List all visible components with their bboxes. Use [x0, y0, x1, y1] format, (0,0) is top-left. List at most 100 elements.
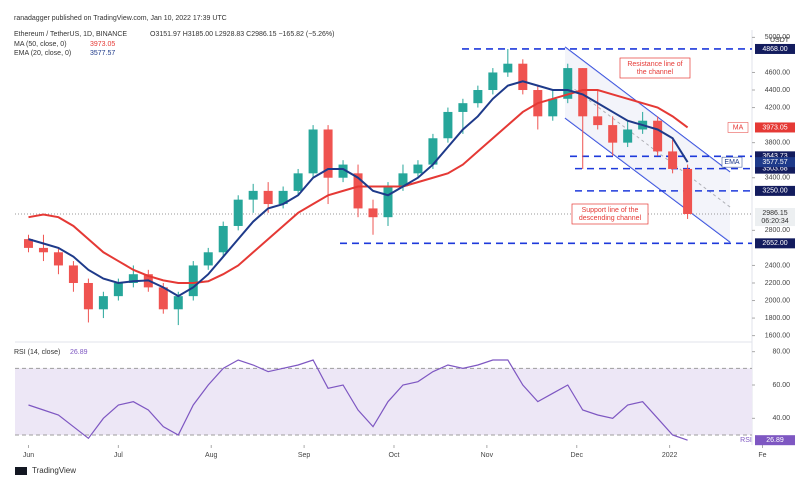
candle-body — [323, 129, 333, 178]
candle-body — [218, 225, 228, 253]
candle-body — [173, 296, 183, 310]
symbol: Ethereum / TetherUS, 1D, BINANCE — [14, 31, 127, 38]
x-tick-label: Jun — [23, 452, 34, 459]
candle-body — [413, 164, 423, 174]
legend-value: 3577.57 — [90, 50, 115, 57]
candle-body — [113, 282, 123, 297]
series-value: 3577.57 — [762, 159, 787, 166]
brand: TradingView — [32, 466, 76, 475]
candle-body — [653, 120, 663, 152]
candle-body — [443, 111, 453, 139]
series-tag: MA — [733, 124, 744, 131]
candle-body — [458, 103, 468, 112]
candle-body — [683, 168, 693, 215]
candle-body — [593, 116, 603, 126]
rsi-name: RSI (14, close) — [14, 349, 60, 356]
candle-body — [203, 252, 213, 266]
x-tick-label: Oct — [389, 452, 400, 459]
y-tick-label: 3800.00 — [765, 139, 790, 146]
y-tick-label: 2200.00 — [765, 280, 790, 287]
candle-body — [563, 68, 573, 99]
rsi-band — [15, 368, 752, 435]
x-tick-label: Fe — [758, 452, 766, 459]
x-tick-label: Sep — [298, 452, 311, 459]
rsi-value-bg — [755, 435, 795, 446]
series-tag: EMA — [724, 159, 740, 166]
candle-body — [293, 173, 303, 191]
y-tick-label: 2000.00 — [765, 297, 790, 304]
last-price-label: 2986.15 — [762, 210, 787, 217]
candle-body — [308, 129, 318, 174]
indicator-line — [28, 89, 689, 284]
rsi-tick-label: 40.00 — [772, 415, 790, 422]
x-tick-label: Aug — [205, 452, 218, 459]
rsi-value: 26.89 — [70, 349, 88, 356]
legend-name: EMA (20, close, 0) — [14, 50, 71, 57]
candle-body — [98, 296, 108, 310]
x-tick-label: Dec — [571, 452, 584, 459]
candle-body — [38, 247, 48, 253]
rsi-line — [28, 359, 688, 441]
y-tick-label: 4400.00 — [765, 87, 790, 94]
candle-body — [248, 190, 258, 200]
candle-body — [263, 190, 273, 205]
y-tick-label: 2400.00 — [765, 262, 790, 269]
annotation: Support line of the — [582, 207, 639, 214]
level-label: 4868.00 — [762, 46, 787, 53]
level-tag — [755, 151, 795, 162]
candle-body — [473, 90, 483, 104]
candle-body — [383, 186, 393, 218]
annotation-box — [619, 57, 691, 79]
legend-value: 3973.05 — [90, 41, 115, 48]
unit: USDT — [770, 37, 790, 44]
candle-body — [503, 63, 513, 73]
candle-body — [338, 164, 348, 178]
candle-body — [278, 190, 288, 205]
y-tick-label: 1600.00 — [765, 332, 790, 339]
brand-logo — [15, 467, 27, 475]
series-value: 3973.05 — [762, 124, 787, 131]
last-price-bg — [755, 208, 795, 227]
candle-body — [23, 239, 33, 248]
annotation: descending channel — [579, 215, 642, 222]
candle-body — [623, 129, 633, 143]
y-tick-label: 2800.00 — [765, 227, 790, 234]
candle-body — [488, 72, 498, 91]
candle-body — [233, 199, 243, 226]
candle-body — [398, 173, 408, 187]
y-tick-label: 5000.00 — [765, 34, 790, 41]
series-value-bg — [755, 157, 795, 168]
candle-body — [68, 265, 78, 283]
candle-body — [548, 98, 558, 117]
level-tag — [755, 238, 795, 249]
candle-body — [53, 252, 63, 266]
level-label: 2652.00 — [762, 240, 787, 247]
candle-body — [578, 68, 588, 117]
candle-body — [428, 138, 438, 165]
x-tick-label: 2022 — [662, 452, 678, 459]
candle-body — [518, 63, 528, 91]
rsi-value-label: 26.89 — [766, 437, 784, 444]
series-tag-bg — [721, 156, 743, 168]
candle-body — [608, 125, 618, 143]
x-tick-label: Nov — [481, 452, 494, 459]
candle-body — [128, 274, 138, 283]
annotation-box — [571, 203, 649, 225]
candle-body — [368, 208, 378, 218]
series-tag-bg — [727, 122, 749, 133]
annotation: Resistance line of — [627, 61, 682, 68]
rsi-tick-label: 80.00 — [772, 349, 790, 356]
y-tick-label: 1800.00 — [765, 315, 790, 322]
level-tag — [755, 163, 795, 174]
level-label: 3643.73 — [762, 153, 787, 160]
candle-body — [188, 265, 198, 297]
level-tag — [755, 185, 795, 196]
candle-body — [668, 151, 678, 169]
legend-name: MA (50, close, 0) — [14, 41, 67, 48]
y-tick-label: 4600.00 — [765, 69, 790, 76]
series-value-bg — [755, 122, 795, 133]
candle-body — [83, 282, 93, 310]
x-tick-label: Jul — [114, 452, 123, 459]
candle-body — [158, 287, 168, 310]
